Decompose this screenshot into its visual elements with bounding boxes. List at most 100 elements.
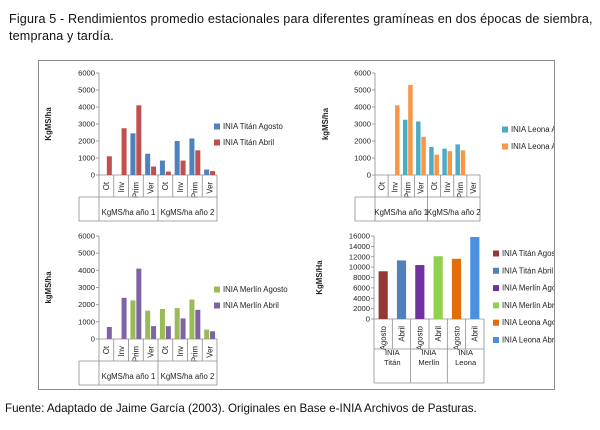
bar	[189, 138, 195, 175]
legend-swatch	[493, 285, 499, 292]
bar	[145, 153, 151, 175]
y-tick-label: 4000	[78, 266, 95, 275]
bar	[451, 258, 462, 319]
bar	[434, 154, 439, 175]
x-tick-label: Inv	[176, 346, 185, 357]
x-tick-label: Ver	[469, 182, 478, 194]
chart-1: 0 1000 2000 3000 4000 5000 6000 KgMS/ha Ot Inv Pri…	[44, 69, 283, 222]
y-tick-label: 1000	[78, 154, 95, 163]
y-tick-label: 1000	[354, 154, 371, 163]
legend-label: INIA Leona Abril	[511, 142, 554, 151]
bar	[429, 146, 434, 175]
legend-label: INIA Leona Agosto	[502, 318, 554, 327]
y-tick-label: 8000	[353, 273, 370, 282]
x-tick-label: Ver	[146, 182, 155, 194]
x-tick-label: Agosto	[452, 325, 461, 350]
y-tick-label: 6000	[78, 232, 95, 241]
legend-label: INIA Merlín Agosto	[223, 285, 288, 294]
x-tick-label: Inv	[176, 182, 185, 193]
x-tick-label: Inv	[390, 182, 399, 193]
group-label: Merlín	[418, 358, 439, 367]
y-tick-label: 5000	[78, 86, 95, 95]
x-tick-label: Ot	[102, 345, 111, 354]
bar	[378, 271, 388, 319]
bar	[180, 318, 186, 339]
group-label: INIA	[385, 348, 401, 357]
bar	[136, 105, 142, 175]
legend-label: INIA Leona Agosto	[511, 125, 554, 134]
y-tick-label: 0	[367, 171, 371, 180]
bar	[433, 256, 443, 319]
y-tick-label: 5000	[78, 249, 95, 258]
bar	[106, 156, 112, 175]
bar	[145, 310, 151, 339]
bar	[159, 308, 165, 339]
legend-swatch	[493, 302, 499, 309]
legend-swatch	[493, 267, 499, 274]
bar	[130, 300, 136, 339]
x-tick-label: Abril	[471, 326, 480, 342]
figure-frame: 0 1000 2000 3000 4000 5000 6000 KgMS/ha Ot Inv Pri…	[38, 60, 555, 390]
bar	[396, 260, 407, 319]
y-tick-label: 10000	[349, 263, 370, 272]
x-tick-label: Abril	[397, 326, 406, 342]
legend-label: INIA Titán Abril	[223, 138, 274, 147]
y-tick-label: 6000	[78, 69, 95, 78]
bar	[447, 151, 453, 175]
bar	[174, 141, 180, 175]
x-tick-label: Ver	[417, 182, 426, 194]
bar	[151, 166, 157, 175]
y-tick-label: 2000	[78, 137, 95, 146]
group-label: KgMS/ha año 2	[161, 208, 215, 217]
group-label: INIA	[422, 348, 438, 357]
bar	[136, 268, 142, 339]
figure-source: Fuente: Adaptado de Jaime García (2003).…	[5, 402, 477, 415]
bar	[130, 133, 136, 175]
x-tick-label: Ot	[102, 181, 111, 190]
bar	[165, 326, 171, 339]
y-tick-label: 4000	[354, 103, 371, 112]
legend-label: INIA Merlín Abril	[502, 301, 554, 310]
legend-label: INIA Merlín Agosto	[502, 284, 554, 293]
bar	[402, 119, 408, 175]
y-tick-label: 4000	[353, 294, 370, 303]
bar	[121, 297, 127, 339]
chart-2: 0 1000 2000 3000 4000 5000 6000 kgMS/ha Ot Inv Pri…	[321, 69, 554, 222]
x-tick-label: Prim	[132, 346, 141, 362]
y-tick-label: 5000	[354, 86, 371, 95]
bar	[408, 84, 413, 175]
bar	[106, 326, 112, 339]
y-tick-label: 3000	[354, 120, 371, 129]
x-tick-label: Prim	[191, 182, 200, 198]
group-label: KgMS/ha año 2	[427, 208, 481, 217]
y-tick-label: 14000	[349, 242, 370, 251]
figure-svg: 0 1000 2000 3000 4000 5000 6000 KgMS/ha Ot Inv Pri…	[44, 69, 554, 386]
legend-label: INIA Titán Agosto	[223, 122, 283, 131]
group-label: Titán	[384, 358, 401, 367]
bar	[174, 308, 180, 339]
x-tick-label: Ot	[430, 181, 439, 190]
x-tick-label: Prim	[191, 346, 200, 362]
legend-swatch	[502, 143, 508, 150]
bar	[416, 121, 421, 175]
group-label: KgMS/ha año 2	[161, 372, 215, 381]
legend-label: INIA Merlín Abril	[223, 301, 279, 310]
group-label: INIA	[458, 348, 474, 357]
x-tick-label: Agosto	[416, 325, 425, 350]
bar	[151, 326, 157, 339]
legend-swatch	[493, 250, 499, 257]
y-axis-label: kgMS/ha	[321, 107, 330, 140]
x-tick-label: Prim	[132, 182, 141, 198]
y-tick-label: 0	[91, 171, 95, 180]
legend-swatch	[493, 319, 499, 326]
bar	[159, 160, 165, 175]
y-axis-label: kgMS/ha	[44, 271, 53, 304]
y-tick-label: 0	[91, 335, 95, 344]
chart-3: 0 1000 2000 3000 4000 5000 6000 kgMS/ha Ot Inv Pri…	[44, 232, 288, 386]
figure-caption: Figura 5 - Rendimientos promedio estacio…	[9, 12, 593, 43]
y-tick-label: 2000	[354, 137, 371, 146]
bar	[210, 331, 216, 339]
y-tick-label: 12000	[349, 252, 370, 261]
x-tick-label: Ver	[146, 346, 155, 358]
